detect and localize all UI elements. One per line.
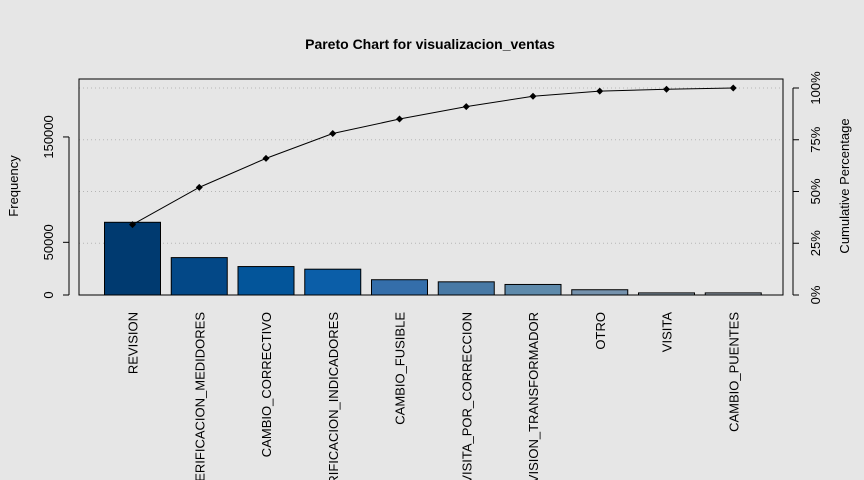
right-tick-label: 25%	[808, 230, 823, 256]
bar	[504, 283, 562, 296]
cumulative-point	[195, 183, 203, 191]
cumulative-point	[462, 103, 470, 111]
category-label: VERIFICACION_INDICADORES	[326, 312, 341, 480]
category-label: OTRO	[593, 312, 608, 350]
cumulative-point	[663, 85, 670, 93]
cumulative-point	[262, 154, 270, 162]
chart-title: Pareto Chart for visualizacion_ventas	[305, 36, 555, 52]
category-label: VERIFICACION_MEDIDORES	[192, 312, 207, 480]
left-tick-label: 50000	[41, 224, 56, 260]
left-tick-label: 0	[41, 291, 56, 298]
right-tick-label: 50%	[808, 178, 823, 204]
bar	[571, 289, 629, 296]
category-label: VISITA_POR_CORRECCION	[459, 312, 474, 480]
right-tick-label: 100%	[808, 71, 823, 105]
cumulative-line	[129, 84, 737, 229]
category-label: CAMBIO_FUSIBLE	[393, 312, 408, 425]
bar	[170, 257, 228, 296]
plot-frame	[78, 78, 784, 296]
category-label: CAMBIO_PUENTES	[726, 312, 741, 432]
y-axis-label: Frequency	[6, 155, 21, 217]
cumulative-point	[329, 130, 337, 138]
right-tick-label: 75%	[808, 126, 823, 152]
bar	[237, 266, 295, 296]
cumulative-point	[729, 84, 737, 92]
bar	[104, 221, 161, 296]
cumulative-polyline	[132, 87, 734, 226]
category-label: CAMBIO_CORRECTIVO	[259, 312, 274, 457]
right-tick-label: 0%	[808, 285, 823, 304]
cumulative-point	[129, 221, 136, 229]
cumulative-point	[396, 115, 403, 123]
bars	[104, 221, 762, 296]
left-tick-label: 150000	[41, 115, 56, 158]
category-label: VISITA	[660, 312, 675, 353]
axes: 0 50000 150000 0% 25% 50% 75% 100% REVISION VERIF…	[41, 71, 823, 480]
cumulative-point	[529, 92, 537, 100]
category-label: REVISION	[126, 312, 141, 374]
bar	[371, 279, 428, 296]
y2-axis-label: Cumulative Percentage	[837, 118, 852, 253]
category-label: REVISION_TRANSFORMADOR	[526, 312, 541, 480]
bar	[437, 281, 495, 296]
bar	[304, 268, 362, 296]
cumulative-point	[596, 87, 604, 95]
